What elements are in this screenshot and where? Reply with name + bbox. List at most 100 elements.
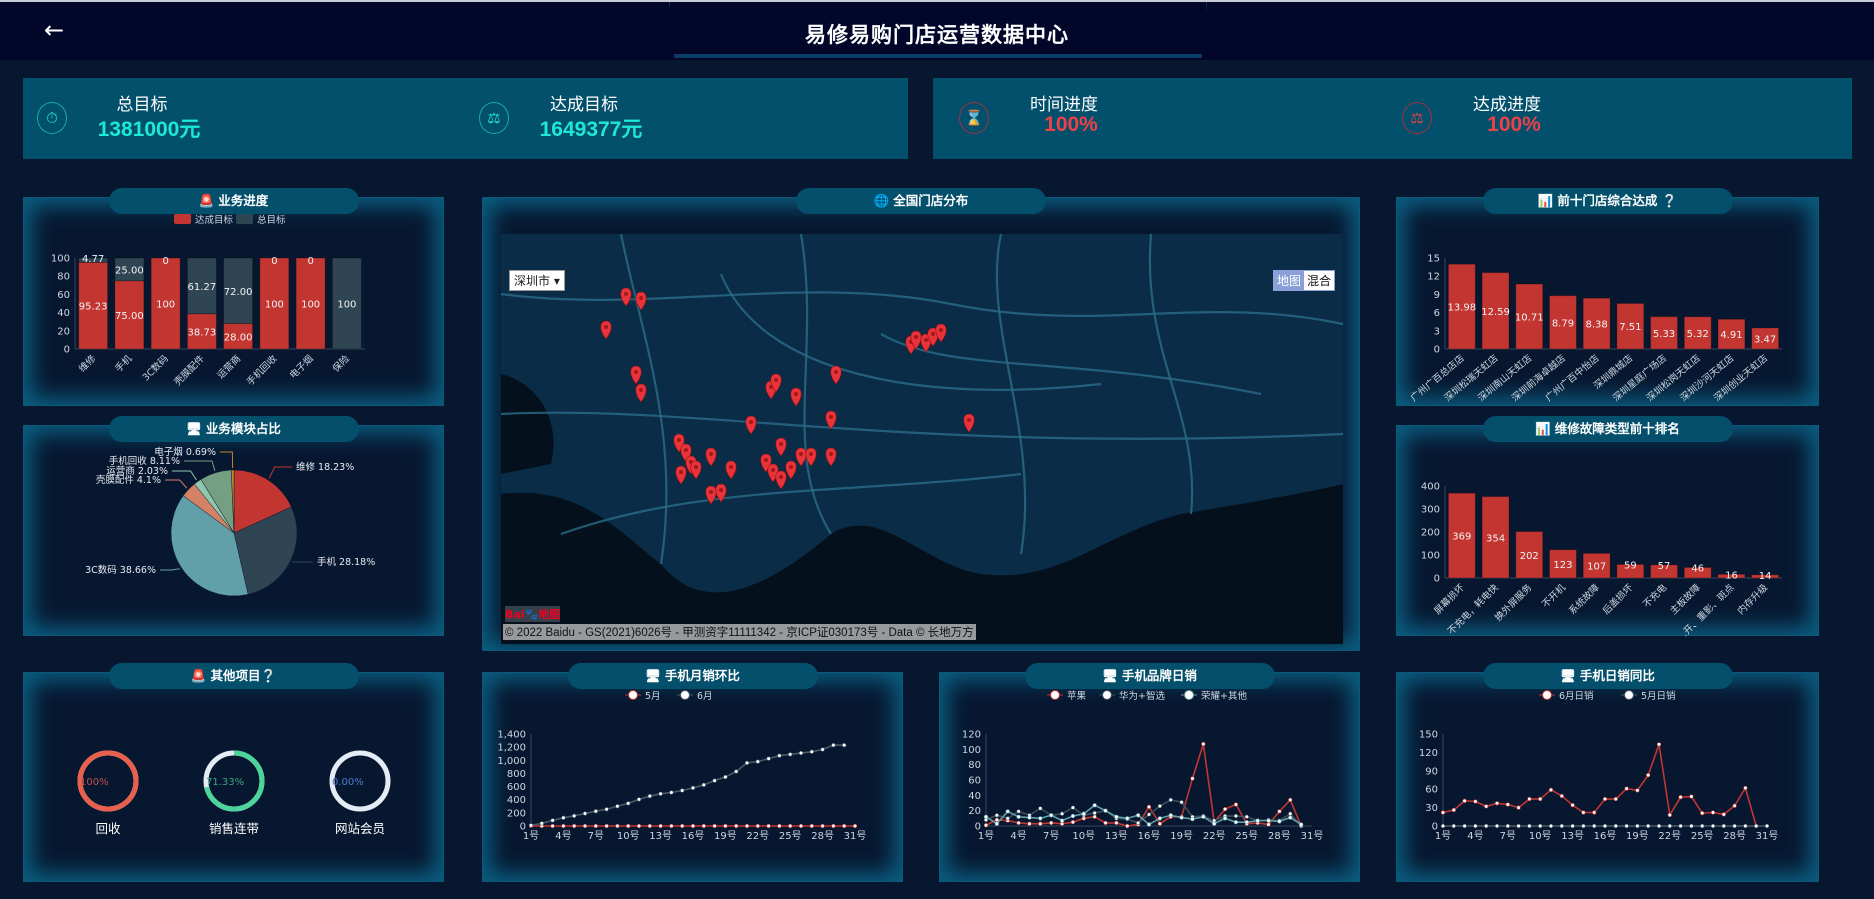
- data-point: [994, 813, 999, 818]
- data-point: [572, 813, 577, 818]
- x-tick-label: 22号: [746, 830, 769, 842]
- kpi-panel-progress: ⌛ 时间进度 100% ⚖ 达成进度 100%: [933, 78, 1852, 159]
- data-point: [1222, 816, 1228, 821]
- store-marker-icon[interactable]: [725, 460, 737, 480]
- bar-value-label: 46: [1691, 563, 1704, 574]
- data-point: [701, 782, 706, 788]
- map-type-switch: 地图 混合: [1272, 270, 1335, 291]
- store-marker-icon[interactable]: [775, 437, 787, 457]
- back-arrow-icon[interactable]: ←: [44, 16, 65, 44]
- business-progress-chart: 0 20 40 60 80 100 95.23 75.00 100 38.73 28.00 100 10…: [51, 214, 365, 388]
- bar-value-label: 100: [156, 300, 175, 311]
- data-point: [550, 823, 555, 829]
- x-tick-label: 手机回收: [244, 352, 280, 388]
- question-circle-icon[interactable]: ❔: [1661, 193, 1678, 208]
- bar-value-label: 5.33: [1653, 329, 1675, 340]
- store-marker-icon[interactable]: [963, 413, 975, 433]
- pie-label: 手机 28.18%: [317, 556, 375, 568]
- marker-dot: [774, 378, 778, 382]
- store-marker-icon[interactable]: [635, 291, 647, 311]
- data-point: [1635, 823, 1640, 829]
- data-point: [1656, 742, 1662, 747]
- x-tick-label: 后盖损坏: [1600, 581, 1636, 617]
- map-canvas[interactable]: [501, 234, 1343, 644]
- data-point: [831, 823, 836, 829]
- panel-title-text: 手机日销同比: [1579, 668, 1655, 683]
- y-tick-label: 100: [1421, 551, 1440, 562]
- store-marker-icon[interactable]: [690, 460, 702, 480]
- store-marker-icon[interactable]: [830, 365, 842, 385]
- store-marker-icon[interactable]: [635, 383, 647, 403]
- marker-dot: [794, 392, 798, 396]
- brand-daily-panel: 🖥 手机品牌日销 0 20 40 60 80 100 120 1号 4号 7号 10号 13号 16号 19…: [939, 663, 1360, 882]
- marker-dot: [764, 458, 768, 462]
- map-sea: [501, 484, 1343, 644]
- y-tick-label: 200: [507, 808, 526, 819]
- monitor-icon: 🖥: [186, 421, 202, 436]
- store-marker-icon[interactable]: [825, 410, 837, 430]
- data-point: [1484, 804, 1489, 809]
- store-marker-icon[interactable]: [745, 415, 757, 435]
- question-circle-icon[interactable]: ❔: [260, 668, 277, 683]
- store-marker-icon[interactable]: [620, 287, 632, 307]
- kpi-panel-targets: ⏱ 总目标 1381000元 ⚖ 达成目标 1649377元: [23, 78, 908, 159]
- panel-title-text: 手机月销环比: [664, 668, 740, 683]
- store-marker-icon[interactable]: [805, 447, 817, 467]
- store-marker-icon[interactable]: [790, 387, 802, 407]
- x-tick-label: 25号: [1691, 830, 1714, 842]
- y-tick-label: 9: [1434, 290, 1440, 301]
- store-marker-icon[interactable]: [715, 483, 727, 503]
- data-point: [1049, 813, 1054, 818]
- x-tick-label: 16号: [1594, 830, 1617, 842]
- marker-pin: [775, 437, 787, 457]
- panel-title: 🖥 手机日销同比: [1482, 663, 1733, 689]
- data-point: [1635, 788, 1640, 793]
- x-tick-label: 1号: [978, 830, 994, 842]
- data-point: [723, 823, 728, 829]
- bar-value-label: 14: [1759, 571, 1772, 582]
- y-tick-label: 0: [975, 822, 981, 833]
- y-tick-label: 0: [520, 822, 526, 833]
- bar-value-label: 28.00: [224, 332, 253, 343]
- x-tick-label: 28号: [1268, 830, 1291, 842]
- y-tick-label: 600: [507, 782, 526, 793]
- store-marker-icon[interactable]: [600, 320, 612, 340]
- store-marker-icon[interactable]: [825, 447, 837, 467]
- top-stores-chart: 0 3 6 9 12 15 13.98 12.59 10.71 8.79 8.38 7.51 5.33 5…: [1408, 254, 1782, 404]
- data-point: [1168, 813, 1173, 818]
- y-tick-label: 120: [962, 730, 981, 741]
- store-marker-icon[interactable]: [770, 373, 782, 393]
- store-marker-icon[interactable]: [675, 465, 687, 485]
- data-point: [1505, 802, 1510, 807]
- bar: [1515, 531, 1544, 579]
- store-marker-icon[interactable]: [935, 323, 947, 343]
- marker-pin: [745, 415, 757, 435]
- bar: [1582, 297, 1611, 350]
- module-share-pie: 维修 18.23% 手机 28.18% 3C数码 38.66% 壳膜配件 4.1%运营…: [85, 446, 375, 597]
- map-type-map-button[interactable]: 地图: [1273, 271, 1304, 290]
- store-marker-icon[interactable]: [927, 327, 939, 347]
- store-marker-icon[interactable]: [630, 365, 642, 385]
- marker-dot: [719, 488, 723, 492]
- store-marker-icon[interactable]: [705, 447, 717, 467]
- marker-pin: [725, 460, 737, 480]
- store-marker-icon[interactable]: [785, 460, 797, 480]
- pie-leader-line: [160, 568, 180, 571]
- store-map[interactable]: 深圳市 ▾ 地图 混合 Bai🐾地图 © 2022 Baidu - GS(202…: [501, 234, 1343, 644]
- store-marker-icon[interactable]: [795, 447, 807, 467]
- store-marker-icon[interactable]: [705, 485, 717, 505]
- map-type-hybrid-button[interactable]: 混合: [1303, 271, 1334, 290]
- pie-slice: [233, 469, 292, 534]
- data-point: [1059, 811, 1065, 816]
- data-point: [1255, 818, 1260, 823]
- store-marker-icon[interactable]: [775, 470, 787, 490]
- data-point: [777, 753, 782, 758]
- brand-daily-chart: 0 20 40 60 80 100 120 1号 4号 7号 10号 13号 16号 19号 22号 25号 2…: [962, 690, 1323, 842]
- bar-value-label: 354: [1486, 533, 1505, 544]
- bar-value-label: 38.73: [188, 327, 217, 338]
- gauge-label: 销售连带: [209, 821, 259, 836]
- data-point: [1038, 806, 1043, 811]
- city-select[interactable]: 深圳市 ▾: [509, 270, 565, 291]
- data-point: [1721, 812, 1726, 817]
- bar-value-label: 72.00: [224, 287, 253, 298]
